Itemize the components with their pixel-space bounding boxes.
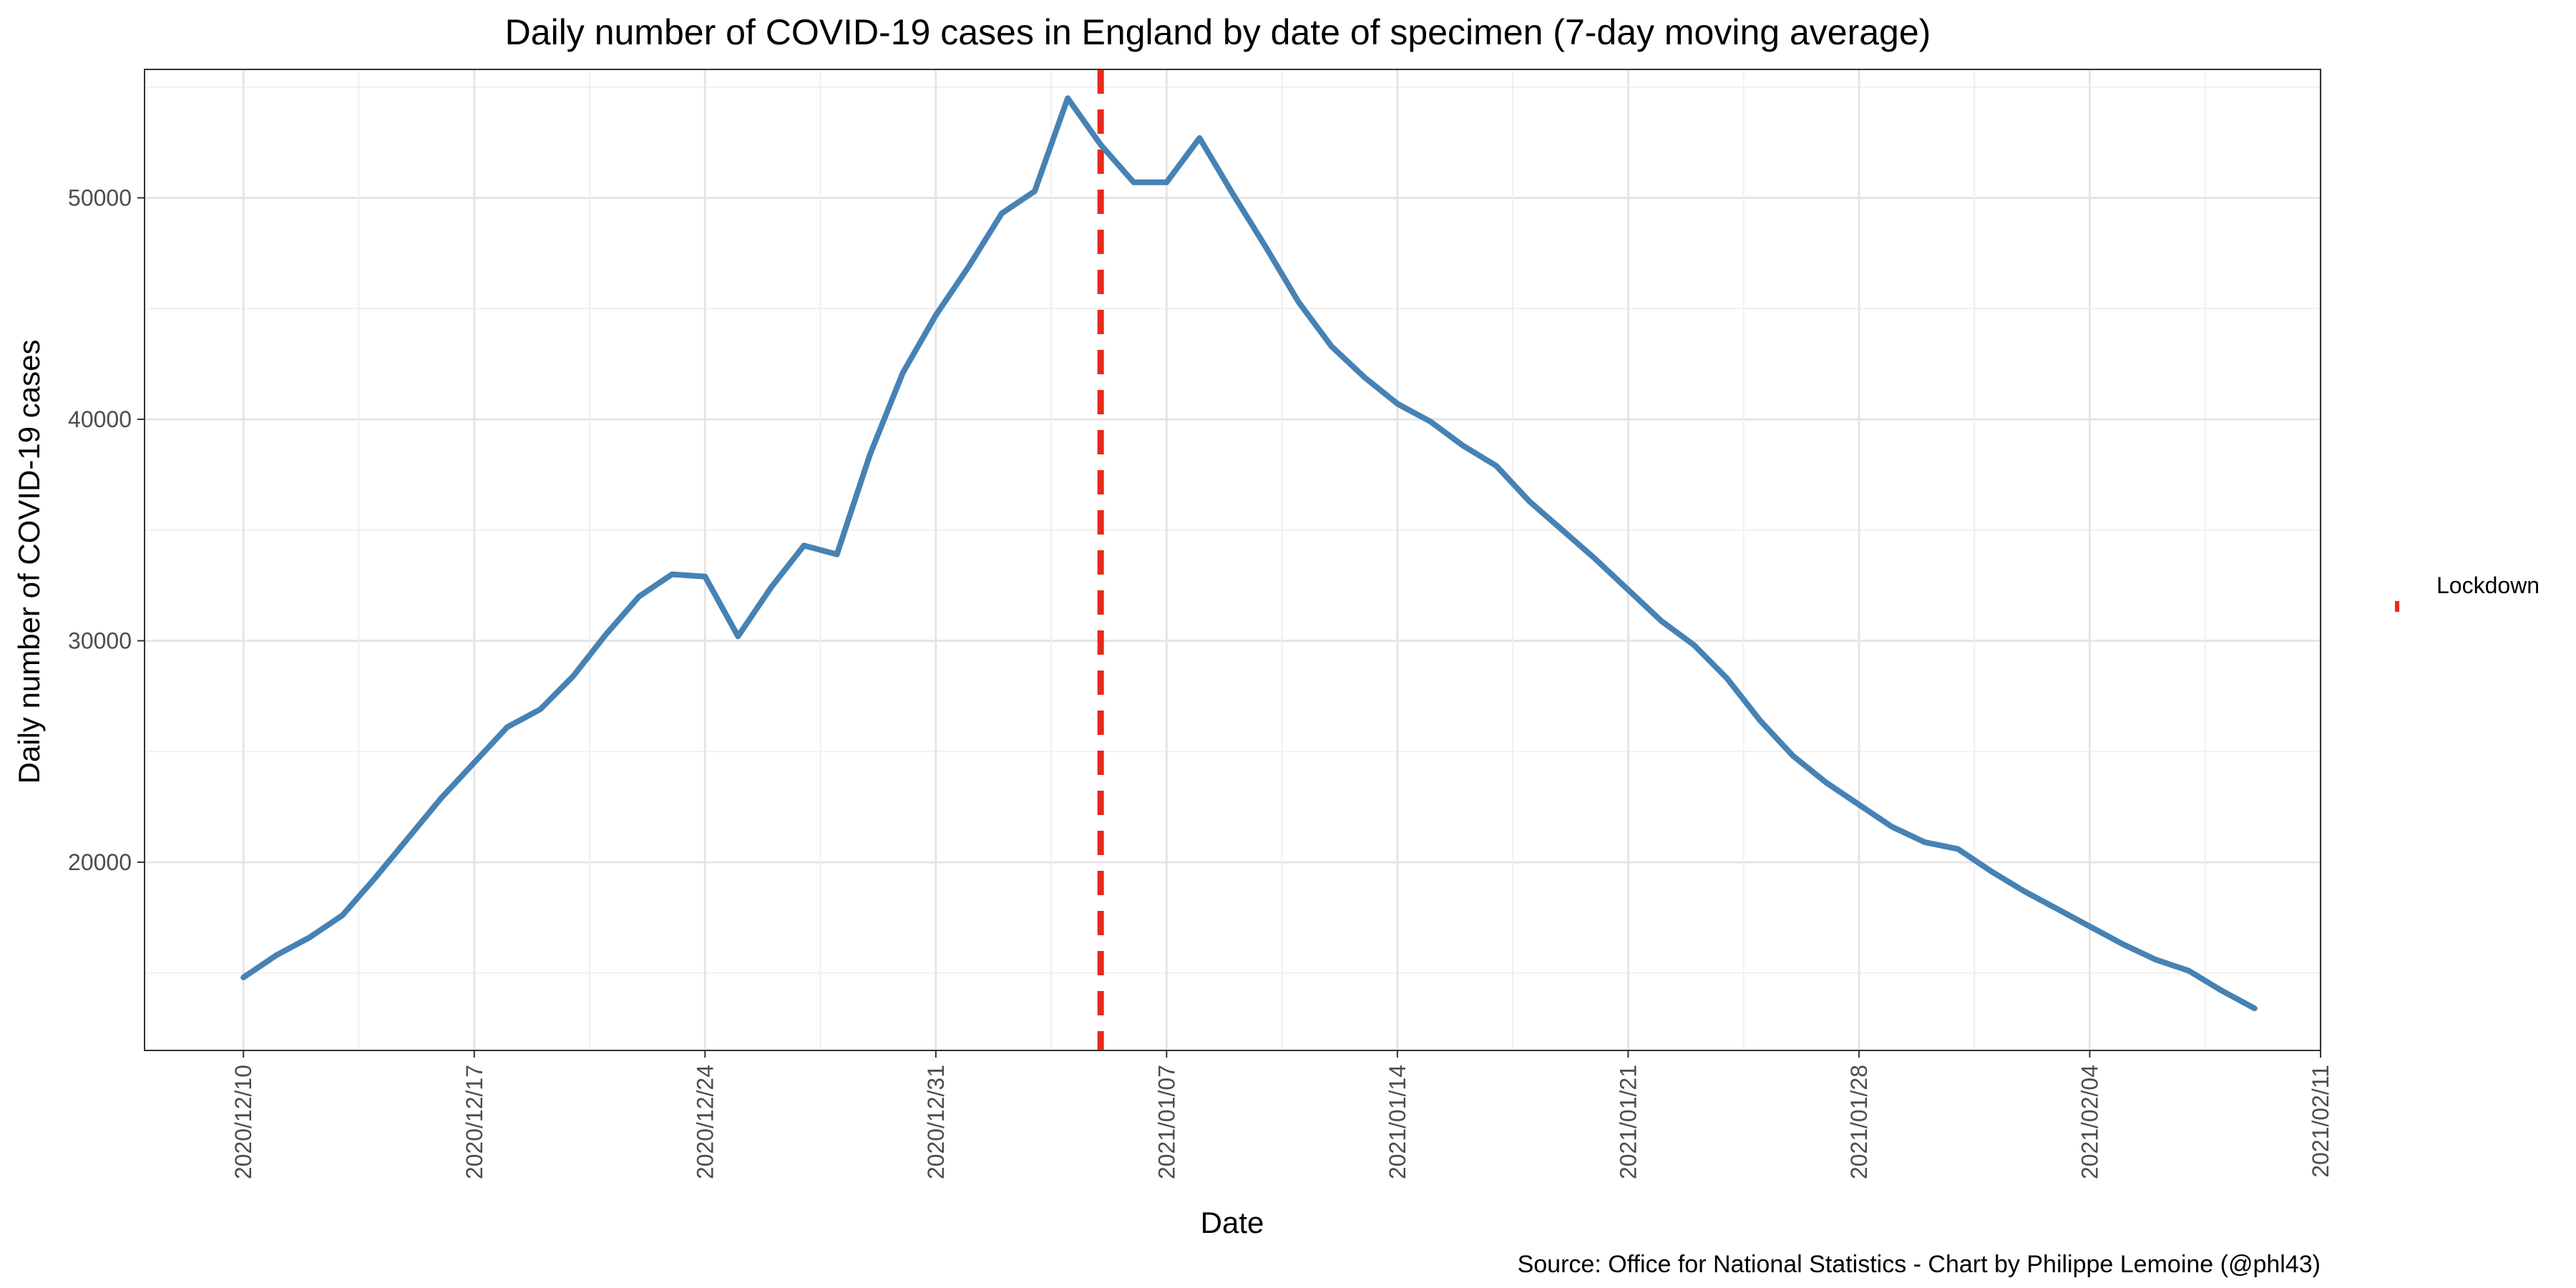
- data-point: [2221, 990, 2223, 992]
- x-tick-label: 2021/01/14: [1385, 1065, 1410, 1179]
- data-point: [704, 576, 706, 577]
- data-point: [1891, 826, 1893, 828]
- data-point: [1594, 558, 1596, 560]
- x-tick-label: 2021/02/04: [2077, 1065, 2102, 1179]
- data-point: [671, 574, 673, 575]
- chart-title: Daily number of COVID-19 cases in Englan…: [505, 12, 1931, 52]
- x-tick-label: 2020/12/10: [230, 1065, 256, 1179]
- y-tick-label: 20000: [68, 849, 132, 875]
- data-point: [1298, 301, 1299, 303]
- series-layer: [240, 95, 2258, 1012]
- data-point: [572, 675, 574, 677]
- data-point: [902, 372, 904, 374]
- data-point: [1858, 804, 1860, 806]
- data-point: [1660, 620, 1662, 622]
- series-line: [240, 95, 2258, 1012]
- x-tick-label: 2021/01/21: [1615, 1065, 1641, 1179]
- data-point: [1528, 500, 1530, 502]
- x-axis-title: Date: [1201, 1206, 1264, 1239]
- x-tick-label: 2020/12/24: [692, 1065, 718, 1179]
- y-tick-label: 30000: [68, 628, 132, 653]
- data-point: [1924, 841, 1926, 843]
- y-tick-label: 50000: [68, 185, 132, 210]
- x-tick-label: 2021/01/07: [1153, 1065, 1179, 1179]
- x-tick-label: 2021/02/11: [2308, 1065, 2333, 1178]
- data-point: [836, 554, 838, 555]
- data-point: [374, 877, 376, 879]
- data-point: [308, 937, 310, 938]
- data-point: [1264, 245, 1267, 248]
- data-point: [341, 914, 343, 916]
- data-point: [2089, 926, 2091, 927]
- data-point: [2254, 1008, 2255, 1009]
- data-point: [1199, 137, 1201, 139]
- data-point: [968, 265, 970, 268]
- y-axis-title: Daily number of COVID-19 cases: [12, 340, 46, 784]
- data-point: [1496, 465, 1497, 467]
- data-point: [935, 314, 937, 316]
- x-tick-label: 2020/12/31: [923, 1065, 949, 1179]
- legend-label-lockdown: Lockdown: [2436, 572, 2540, 598]
- data-point: [1001, 213, 1002, 214]
- data-point: [1231, 192, 1234, 194]
- data-point: [2122, 943, 2124, 945]
- data-point: [638, 595, 640, 597]
- y-tick-label: 40000: [68, 406, 132, 432]
- y-axis: 20000 30000 40000 50000: [68, 185, 145, 875]
- data-point: [1825, 781, 1827, 784]
- data-point: [1034, 190, 1035, 192]
- plot-panel-border: [144, 69, 2321, 1051]
- data-point: [408, 837, 409, 839]
- x-axis: 2020/12/10 2020/12/17 2020/12/24 2020/12/31…: [230, 1050, 2333, 1179]
- data-point: [869, 454, 871, 456]
- legend: Lockdown: [2395, 572, 2540, 612]
- chart-caption: Source: Office for National Statistics -…: [1518, 1251, 2321, 1278]
- data-point: [1364, 376, 1365, 378]
- data-point: [605, 633, 607, 635]
- x-tick-label: 2020/12/17: [462, 1065, 487, 1179]
- x-tick-label: 2021/01/28: [1846, 1065, 1872, 1179]
- data-point: [2188, 970, 2190, 972]
- grid-layer: [145, 69, 2322, 1050]
